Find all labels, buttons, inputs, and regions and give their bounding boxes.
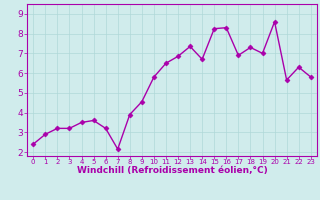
X-axis label: Windchill (Refroidissement éolien,°C): Windchill (Refroidissement éolien,°C): [76, 166, 268, 175]
